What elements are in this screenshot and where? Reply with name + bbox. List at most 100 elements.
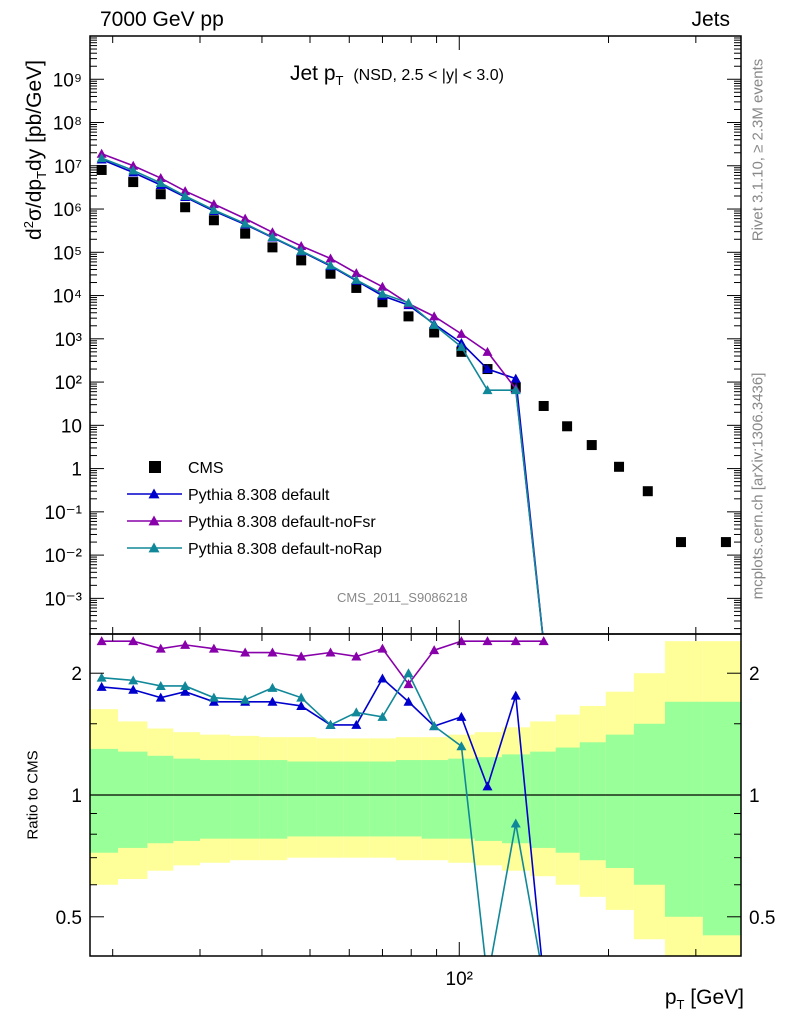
ratio-point [240,694,251,704]
series-line-2 [101,152,544,634]
band-inner-bin [702,701,741,936]
ratio-point [240,647,251,657]
band-inner-bin [287,761,317,837]
ratio-point [456,711,467,721]
ratio-point [538,636,549,646]
series-point [482,385,493,395]
series-point [296,240,307,250]
header-right: Jets [691,8,730,31]
band-inner-bin [147,755,174,844]
header-left: 7000 GeV pp [100,8,224,31]
series-point [180,191,191,201]
series-point [325,260,336,270]
cms-data-point [96,164,107,175]
ratio-point [180,680,191,690]
cms-data-point [208,215,219,226]
ratio-point [351,707,362,717]
band-inner-bin [421,760,449,839]
cms-data-point [296,255,307,266]
legend-label: Pythia 8.308 default-noRap [188,541,382,558]
series-point [128,160,139,170]
ratio-point [96,672,107,682]
ratio-point [539,974,549,983]
ratio-point [208,692,219,702]
ratio-point [403,679,414,689]
band-inner-bin [173,758,201,841]
ratio-point [510,690,521,700]
main-y-tick-label: 10² [55,373,82,394]
band-inner-bin [259,760,288,839]
series-point [403,297,414,307]
main-y-tick-label: 10⁻¹ [45,503,83,524]
ratio-point [128,675,139,685]
series-point [351,274,362,284]
cms-data-point [377,297,388,308]
band-inner-bin [555,747,580,853]
ratio-x-tick-label: 10² [446,969,473,990]
series-point [240,218,251,228]
rivet-label: Rivet 3.1.10, ≥ 2.3M events [749,58,767,242]
legend: CMS Pythia 8.308 default Pythia 8.308 defa… [127,460,382,558]
ratio-point [456,741,467,751]
series-point [208,199,219,209]
plot-title-sub: T [335,73,344,89]
ratio-uncertainty-bands [90,641,741,956]
ratio-series-group [96,636,549,983]
band-inner-bin [579,742,606,861]
axis-ticks: 10⁻³ 10⁻² 10⁻¹ 1 10 10² 10³ 10⁴ 10⁵ 10⁶ 10⁷ 10⁸ 10⁹ 1… [45,35,775,990]
band-inner-bin [474,757,503,841]
ratio-point [429,645,440,655]
ratio-y-tick-label: 2 [71,664,82,685]
series-point [482,364,493,374]
band-inner-bin [343,761,370,837]
ratio-point [377,673,388,683]
ratio-y-tick-label-right: 0.5 [749,908,775,929]
legend-marker-cms [149,461,161,473]
ratio-point [429,721,440,731]
band-inner-bin [316,761,344,837]
ratio-point [377,711,388,721]
series-point [456,341,467,351]
main-series-group [96,148,731,634]
ratio-point [96,681,107,691]
cms-data-point [128,177,139,188]
band-inner-bin [118,751,148,848]
ratio-point [403,668,414,678]
cms-data-point [562,421,573,432]
ratio-point [296,692,307,702]
main-y-tick-label: 10³ [55,330,82,351]
x-axis-label: pT [GeV] [664,986,744,1013]
band-inner-bin [395,760,422,837]
cms-data-point [720,537,731,548]
series-point [429,311,440,321]
series-point [96,153,107,163]
ratio-point [482,781,493,791]
main-y-tick-label: 10 [61,416,82,437]
analysis-id: CMS_2011_S9086218 [337,590,468,605]
cms-data-point [155,189,166,200]
legend-label: Pythia 8.308 default-noFsr [188,514,376,531]
series-point [208,204,219,214]
cms-data-point [642,486,653,497]
band-inner-bin [230,760,260,839]
cms-data-point [429,327,440,338]
ratio-point [351,719,362,729]
ratio-point [482,636,493,646]
ratio-point [155,643,166,653]
ratio-point [180,639,191,649]
series-point [510,373,521,383]
ratio-point [325,647,336,657]
ratio-point [482,974,492,983]
series-line-1 [101,158,544,634]
cms-data-point [675,537,686,548]
ratio-y-tick-label: 0.5 [56,908,82,929]
series-point [128,165,139,175]
ratio-point [510,636,521,646]
series-point [180,186,191,196]
ratio-y-tick-label-right: 1 [749,786,760,807]
cms-data-point [325,268,336,279]
y-axis-label-ratio: Ratio to CMS [24,750,42,840]
ratio-point [155,680,166,690]
series-point [155,173,166,183]
series-point [429,319,440,329]
